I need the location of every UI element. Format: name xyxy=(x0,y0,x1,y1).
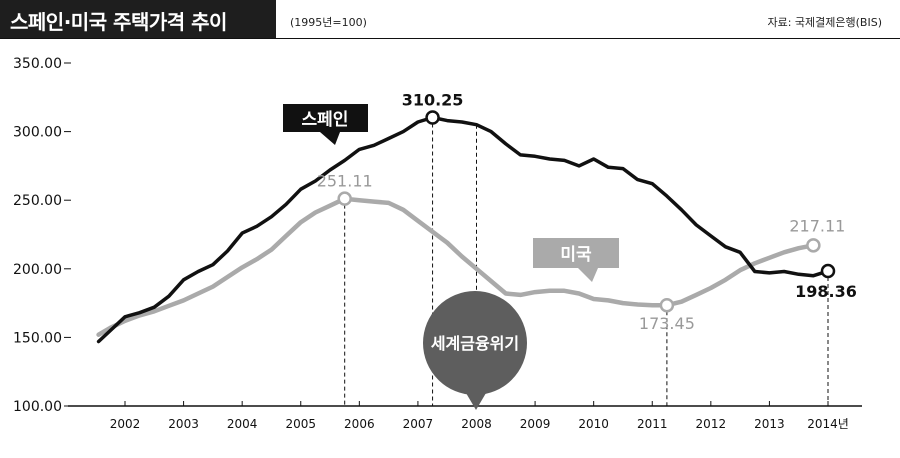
legend-tag-us xyxy=(533,238,619,268)
marker-spain-end xyxy=(820,263,836,279)
data-label: 217.11 xyxy=(789,216,845,235)
x-tick-label: 2006 xyxy=(344,417,375,431)
base-year-note: (1995년=100) xyxy=(290,16,367,29)
source-note: 자료: 국제결제은행(BIS) xyxy=(767,16,882,29)
event-bubble xyxy=(423,291,527,395)
series-line-us xyxy=(96,196,816,337)
series-line-spain xyxy=(96,115,830,344)
legend-tag-spain xyxy=(283,104,368,132)
marker-us-end xyxy=(806,238,821,253)
marker-spain-peak xyxy=(425,110,440,125)
x-tick-label: 2004 xyxy=(227,417,258,431)
legend-pointer-spain xyxy=(320,132,340,145)
x-tick-label: 2005 xyxy=(285,417,316,431)
legend-pointer-us xyxy=(578,268,598,282)
marker-us-peak xyxy=(337,191,352,206)
legend-label-spain: 스페인 xyxy=(302,110,349,130)
event-label: 세계금융위기 xyxy=(431,334,519,353)
marker-us-low xyxy=(659,297,675,313)
x-tick-label: 2012 xyxy=(696,417,727,431)
x-tick-label: 2013 xyxy=(754,417,785,431)
event-bubble-pointer xyxy=(466,393,486,410)
x-tick-label: 2009 xyxy=(520,417,551,431)
legend-label-us: 미국 xyxy=(560,245,592,265)
y-tick-label: 150.00 xyxy=(13,330,62,346)
y-tick-label: 350.00 xyxy=(13,56,62,72)
y-tick-label: 100.00 xyxy=(13,399,62,415)
x-tick-label: 2007 xyxy=(403,417,434,431)
x-tick-label: 2011 xyxy=(637,417,668,431)
top-rule xyxy=(0,38,900,39)
x-tick-label: 2010 xyxy=(578,417,609,431)
x-tick-label: 2003 xyxy=(168,417,199,431)
data-label: 198.36 xyxy=(795,282,857,301)
x-tick-label: 2002 xyxy=(110,417,141,431)
chart-title: 스페인·미국 주택가격 추이 xyxy=(10,10,227,34)
title-bar xyxy=(0,0,276,38)
data-label: 173.45 xyxy=(639,314,695,333)
x-tick-label: 2014년 xyxy=(807,417,849,431)
y-tick-label: 300.00 xyxy=(13,125,62,141)
data-label: 251.11 xyxy=(317,172,373,191)
y-tick-label: 250.00 xyxy=(13,193,62,209)
data-label: 310.25 xyxy=(402,91,464,110)
x-tick-label: 2008 xyxy=(461,417,492,431)
y-tick-label: 200.00 xyxy=(13,262,62,278)
